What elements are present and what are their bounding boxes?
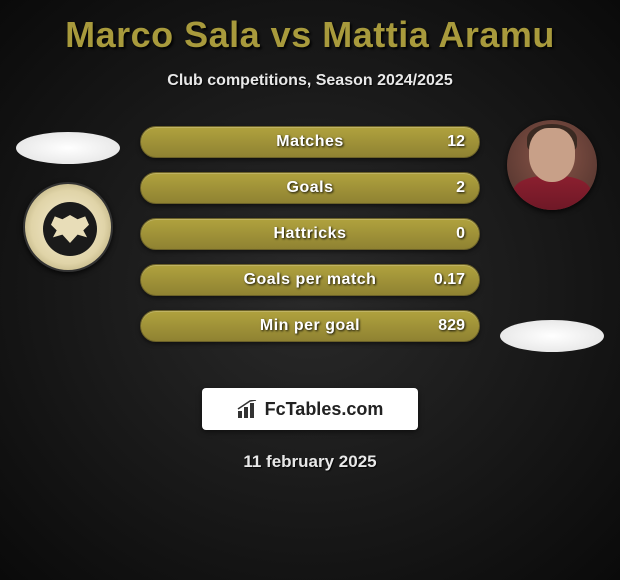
stat-label: Min per goal xyxy=(260,317,360,335)
stat-label: Goals xyxy=(287,179,334,197)
stat-row: Goals 2 xyxy=(140,172,480,204)
stat-value-right: 0.17 xyxy=(434,271,465,289)
stat-label: Hattricks xyxy=(274,225,347,243)
ellipse-placeholder-left xyxy=(16,132,120,164)
stat-value-right: 0 xyxy=(456,225,465,243)
player-head xyxy=(529,128,575,182)
stat-row: Min per goal 829 xyxy=(140,310,480,342)
date: 11 february 2025 xyxy=(0,452,620,472)
stat-row: Hattricks 0 xyxy=(140,218,480,250)
stat-value-right: 12 xyxy=(447,133,465,151)
logo-text: FcTables.com xyxy=(265,399,384,420)
fctables-logo[interactable]: FcTables.com xyxy=(202,388,418,430)
comparison-content: Matches 12 Goals 2 Hattricks 0 Goals per… xyxy=(0,126,620,376)
eagle-icon xyxy=(51,215,89,243)
ellipse-placeholder-right xyxy=(500,320,604,352)
page-title: Marco Sala vs Mattia Aramu xyxy=(0,0,620,56)
left-player-badge xyxy=(23,182,113,272)
bar-chart-icon xyxy=(237,400,259,418)
stat-label: Matches xyxy=(276,133,344,151)
stat-bars: Matches 12 Goals 2 Hattricks 0 Goals per… xyxy=(140,126,480,356)
right-player-column xyxy=(492,126,612,352)
stat-value-right: 2 xyxy=(456,179,465,197)
right-player-photo xyxy=(507,120,597,210)
left-player-column xyxy=(8,126,128,272)
subtitle: Club competitions, Season 2024/2025 xyxy=(0,72,620,90)
badge-inner-circle xyxy=(43,202,97,256)
stat-row: Goals per match 0.17 xyxy=(140,264,480,296)
stat-row: Matches 12 xyxy=(140,126,480,158)
stat-label: Goals per match xyxy=(244,271,377,289)
stat-value-right: 829 xyxy=(438,317,465,335)
